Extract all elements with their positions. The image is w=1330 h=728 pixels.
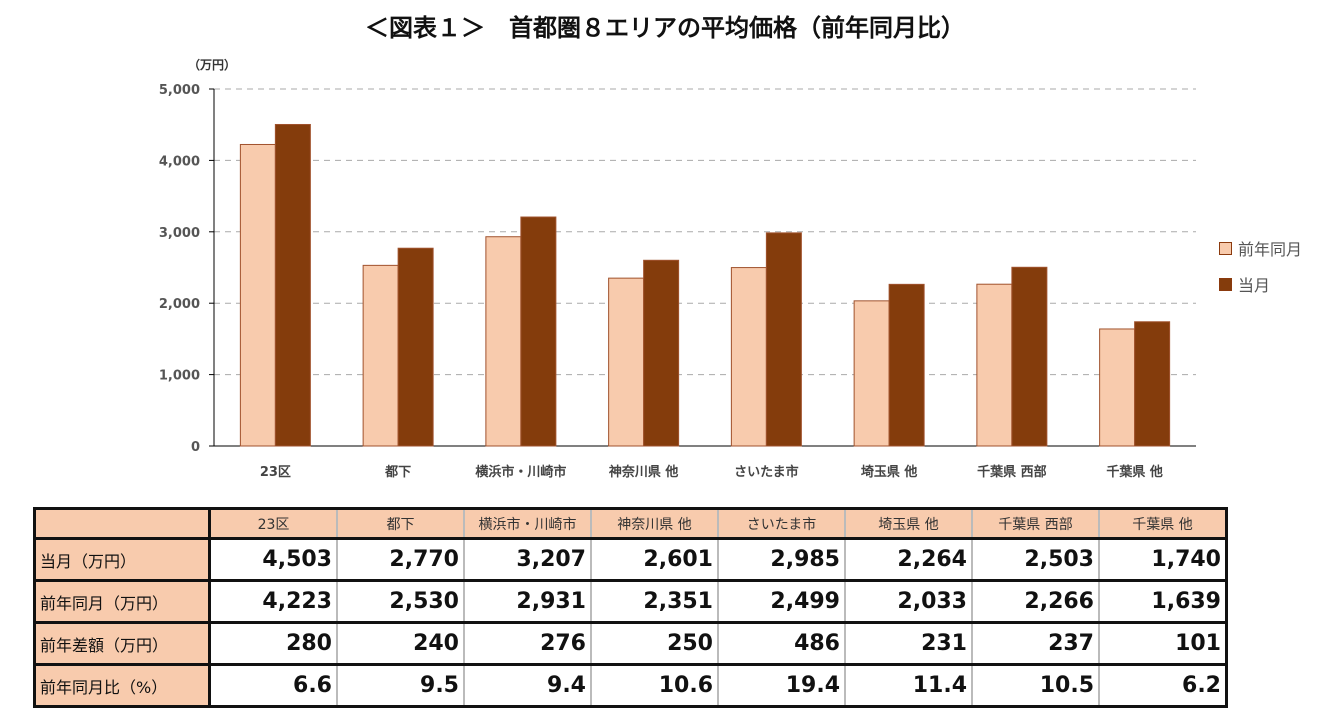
legend-item-current: 当月: [1219, 272, 1270, 296]
row-header: 前年同月（万円）: [34, 579, 211, 623]
y-tick-label: 5,000: [159, 83, 200, 98]
bar-prev: [853, 300, 890, 447]
bar-current: [274, 123, 311, 447]
bar-current: [765, 232, 802, 447]
table-cell: 19.4: [717, 663, 845, 707]
chart-title: ＜図表１＞ 首都圏８エリアの平均価格（前年同月比）: [365, 14, 965, 42]
legend-label: 前年同月: [1238, 240, 1303, 259]
legend-label: 当月: [1238, 276, 1271, 295]
table-cell: 2,499: [717, 579, 845, 623]
table-header-row: 23区 都下 横浜市・川崎市 神奈川県 他さいたま市 埼玉県 他千葉県 西部 千葉県 他: [34, 508, 1227, 539]
table-cell: 2,033: [844, 579, 972, 623]
column-header: 千葉県 西部: [971, 508, 1099, 539]
table-row: 前年差額（万円） 280 240 276 250 486 231 237 101: [34, 621, 1227, 665]
table-cell: 2,770: [336, 537, 464, 581]
table-cell: 237: [971, 621, 1099, 665]
bar-prev: [485, 236, 522, 447]
row-header: 前年差額（万円）: [34, 621, 211, 665]
table-cell: 9.4: [463, 663, 591, 707]
table-cell: 2,503: [971, 537, 1099, 581]
bar-current: [1134, 321, 1171, 447]
x-tick-label: 千葉県 西部: [977, 464, 1047, 480]
bar-prev: [1099, 328, 1136, 447]
table-cell: 2,931: [463, 579, 591, 623]
y-tick-label: 0: [191, 440, 200, 455]
data-table: 23区 都下 横浜市・川崎市 神奈川県 他さいたま市 埼玉県 他千葉県 西部 千葉県 他当…: [33, 507, 1228, 708]
x-tick-label: さいたま市: [734, 464, 799, 480]
table-cell: 2,530: [336, 579, 464, 623]
table-cell: 250: [590, 621, 718, 665]
table-row: 当月（万円） 4,503 2,770 3,207 2,601 2,985 2,264 2,50…: [34, 537, 1227, 581]
legend-swatch: [1219, 277, 1232, 291]
bar-current: [643, 259, 680, 447]
bar-current: [397, 247, 434, 447]
y-tick-label: 4,000: [159, 154, 200, 169]
table-cell: 9.5: [336, 663, 464, 707]
x-tick-label: 埼玉県 他: [861, 464, 918, 480]
legend-item-prev: 前年同月: [1219, 236, 1302, 260]
x-tick-label: 23区: [260, 465, 291, 480]
column-header: 埼玉県 他: [844, 508, 972, 539]
bar-current: [520, 216, 557, 447]
column-header: 23区: [208, 508, 337, 539]
table-cell: 101: [1098, 621, 1227, 665]
table-cell: 11.4: [844, 663, 972, 707]
x-tick-label: 神奈川県 他: [609, 464, 679, 480]
column-header: 横浜市・川崎市: [463, 508, 591, 539]
column-header: さいたま市: [717, 508, 845, 539]
bar-chart: 0 1,000 2,000 3,000 4,000 5,000 23区 都下 横浜市・川崎市 神奈…: [159, 83, 1196, 480]
table-row: 前年同月（万円） 4,223 2,530 2,931 2,351 2,499 2,033 2,…: [34, 579, 1227, 623]
y-axis-unit: （万円）: [188, 58, 237, 72]
bar-current: [1011, 266, 1048, 447]
table-cell: 10.5: [971, 663, 1099, 707]
table-cell: 6.6: [208, 663, 337, 707]
table-cell: 4,223: [208, 579, 337, 623]
table-cell: 3,207: [463, 537, 591, 581]
table-cell: 6.2: [1098, 663, 1227, 707]
table-corner: [34, 508, 211, 539]
x-tick-label: 都下: [384, 464, 411, 480]
row-header: 当月（万円）: [34, 537, 211, 581]
table-cell: 2,351: [590, 579, 718, 623]
table-cell: 10.6: [590, 663, 718, 707]
bar-prev: [730, 267, 767, 447]
table-cell: 231: [844, 621, 972, 665]
legend-swatch: [1219, 241, 1232, 255]
table-cell: 2,266: [971, 579, 1099, 623]
x-tick-label: 千葉県 他: [1106, 464, 1163, 480]
table-cell: 280: [208, 621, 337, 665]
column-header: 神奈川県 他: [590, 508, 718, 539]
bar-prev: [239, 143, 276, 447]
table-cell: 276: [463, 621, 591, 665]
table-cell: 1,639: [1098, 579, 1227, 623]
table-cell: 2,601: [590, 537, 718, 581]
table-cell: 4,503: [208, 537, 337, 581]
bar-prev: [362, 264, 399, 447]
column-header: 都下: [336, 508, 464, 539]
table-cell: 1,740: [1098, 537, 1227, 581]
table-cell: 486: [717, 621, 845, 665]
bar-prev: [976, 283, 1013, 447]
bar-prev: [608, 277, 645, 447]
table-row: 前年同月比（%） 6.6 9.5 9.4 10.6 19.4 11.4 10.5 6.2: [34, 663, 1227, 707]
table-cell: 2,264: [844, 537, 972, 581]
y-tick-label: 1,000: [159, 369, 200, 384]
bar-current: [888, 283, 925, 447]
y-tick-label: 2,000: [159, 297, 200, 312]
table-cell: 240: [336, 621, 464, 665]
row-header: 前年同月比（%）: [34, 663, 211, 707]
table-cell: 2,985: [717, 537, 845, 581]
y-tick-label: 3,000: [159, 226, 200, 241]
x-tick-label: 横浜市・川崎市: [475, 464, 566, 480]
column-header: 千葉県 他: [1098, 508, 1227, 539]
